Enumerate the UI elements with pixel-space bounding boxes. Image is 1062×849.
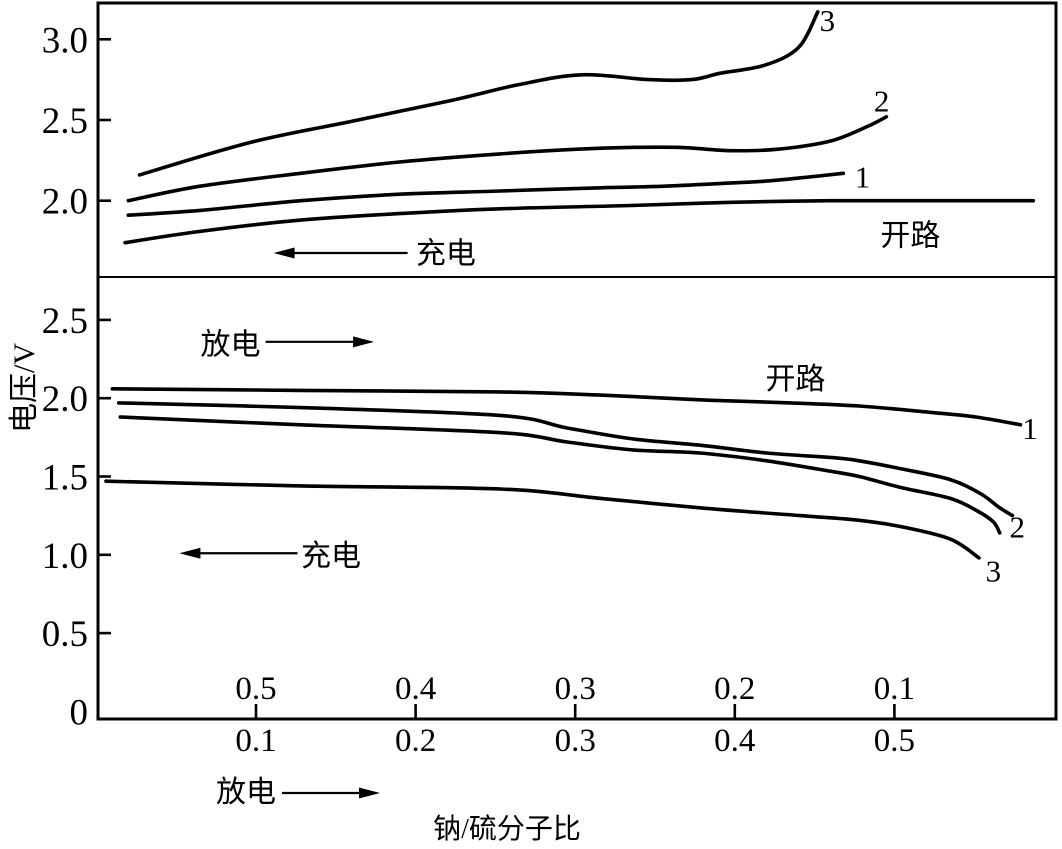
x-axis-title: 钠/硫分子比 (433, 814, 581, 845)
y-tick-label: 3.0 (42, 20, 88, 61)
discharge-open-circuit-label: 开路 (765, 363, 825, 396)
y-tick-label: 0 (70, 692, 89, 733)
x-tick-label-lower: 0.3 (555, 723, 596, 759)
plot-border (96, 1, 1058, 721)
charge-curve2-label: 2 (874, 84, 890, 119)
charge-curve-2 (126, 115, 889, 203)
charge-direction-label: 充电 (416, 237, 476, 270)
y-tick-label: 1.0 (42, 536, 88, 577)
discharge-curve-1 (116, 401, 1015, 518)
charge-curve-1 (126, 171, 846, 217)
x-tick-label-upper: 0.2 (714, 671, 755, 707)
y-tick-label: 0.5 (42, 614, 88, 655)
discharge-charge-direction-arrow-head (179, 547, 201, 559)
discharge-curve2-label: 2 (1010, 510, 1026, 545)
y-tick-label: 2.5 (42, 101, 88, 142)
discharge-curve1-label: 1 (1022, 411, 1038, 446)
discharge-curve-3 (104, 479, 981, 560)
y-tick-label: 2.5 (42, 301, 88, 342)
charge-direction-arrow-head (273, 247, 295, 259)
x-tick-label-lower: 0.4 (714, 723, 755, 759)
x-tick-label-upper: 0.3 (555, 671, 596, 707)
discharge-curve3-label: 3 (986, 553, 1002, 588)
x-tick-label-lower: 0.2 (395, 723, 436, 759)
x-tick-label-upper: 0.5 (235, 671, 276, 707)
y-axis-title: 电压/V (8, 343, 41, 433)
xaxis-discharge-direction-label: 放电 (216, 776, 276, 809)
discharge-charge-direction-label: 充电 (301, 540, 361, 573)
discharge-direction-arrow-head (353, 336, 375, 348)
y-tick-label: 1.5 (42, 458, 88, 499)
discharge-curve-open-circuit (110, 387, 1023, 427)
y-tick-label: 2.0 (42, 182, 88, 223)
charge-curve1-label: 1 (855, 159, 871, 194)
charge-curve3-label: 3 (820, 3, 836, 38)
x-tick-label-lower: 0.5 (874, 723, 915, 759)
x-tick-label-lower: 0.1 (235, 723, 276, 759)
charge-curve-3 (137, 10, 820, 177)
charge-open-circuit-label: 开路 (880, 220, 940, 253)
xaxis-discharge-direction-arrow-head (359, 787, 380, 799)
discharge-curve-2 (118, 415, 1002, 535)
x-tick-label-upper: 0.4 (395, 671, 436, 707)
discharge-direction-label: 放电 (200, 328, 260, 361)
x-tick-label-upper: 0.1 (874, 671, 915, 707)
charge-curve-open-circuit (123, 198, 1036, 245)
y-tick-label: 2.0 (42, 379, 88, 420)
